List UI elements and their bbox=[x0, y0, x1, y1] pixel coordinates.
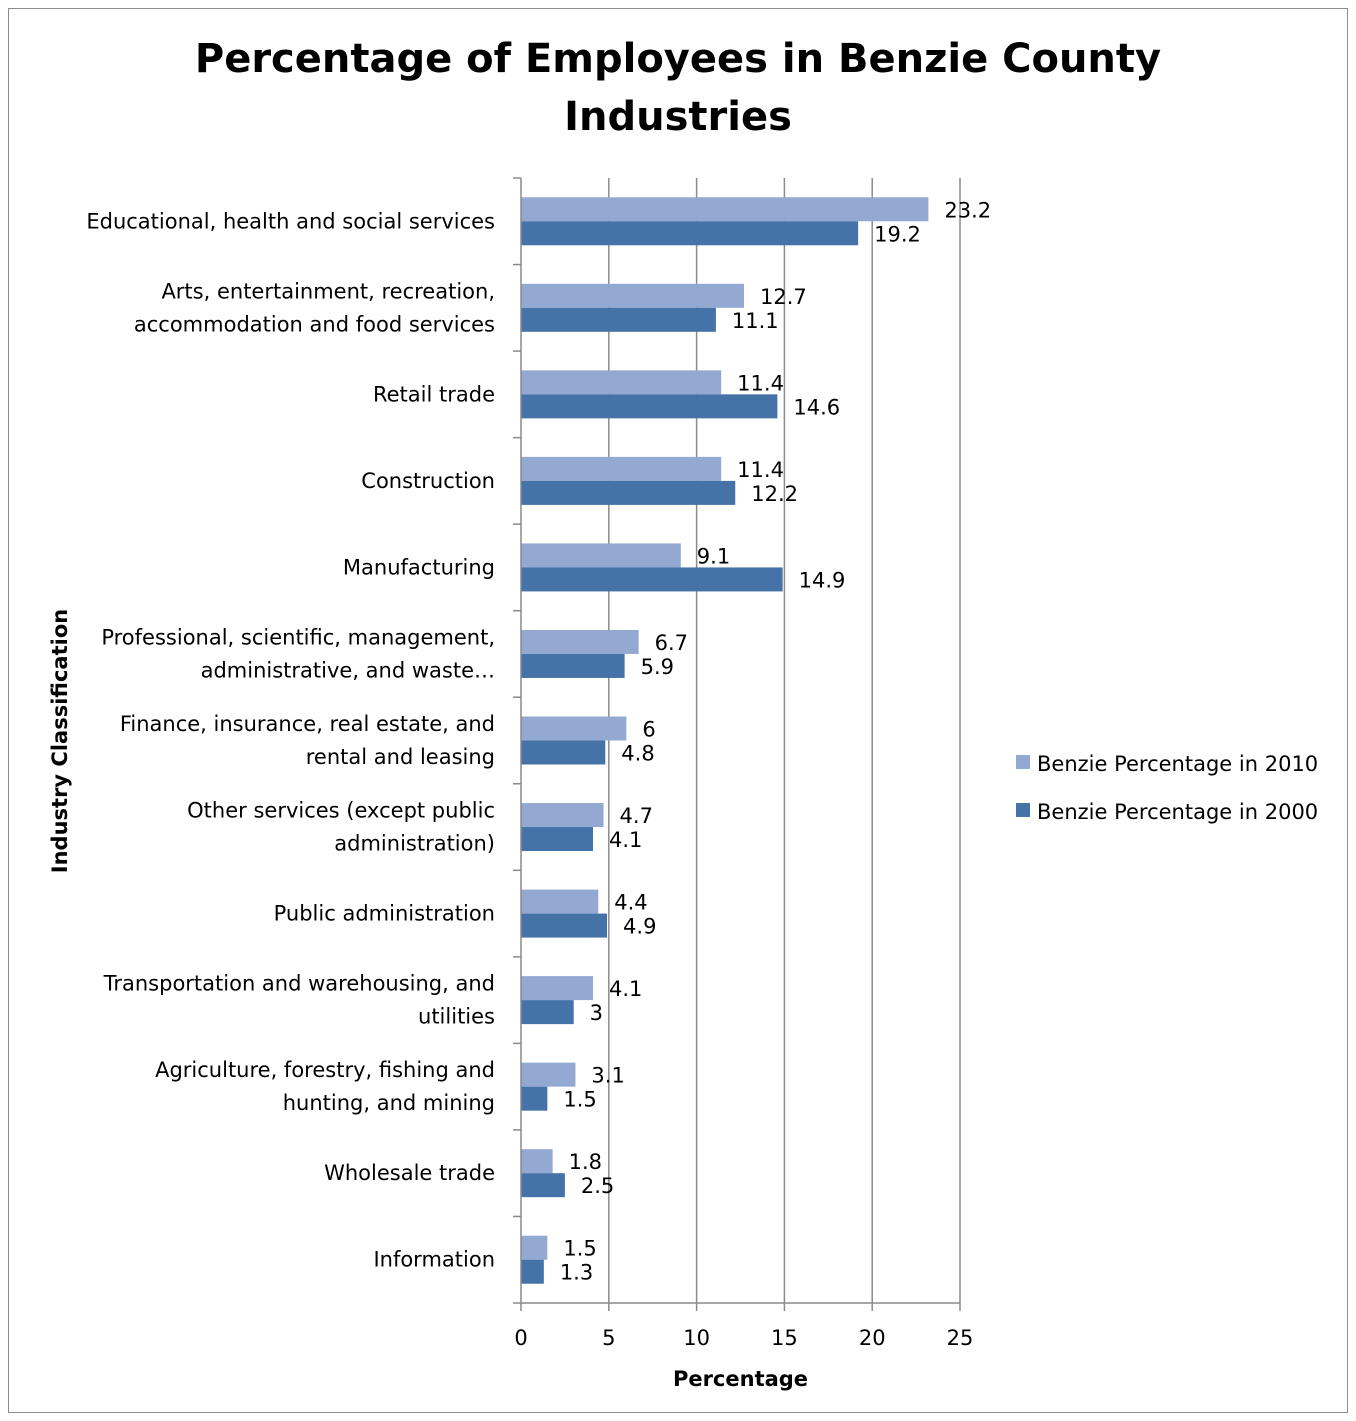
bar-2000 bbox=[521, 827, 593, 852]
x-axis-title: Percentage bbox=[673, 1367, 808, 1391]
bar-2000 bbox=[521, 653, 625, 678]
data-label: 6.7 bbox=[655, 631, 688, 655]
bar-2010 bbox=[521, 456, 722, 481]
category-label: Information bbox=[373, 1248, 495, 1272]
data-label: 4.1 bbox=[609, 977, 642, 1001]
category-label: rental and leasing bbox=[306, 745, 495, 769]
bar-2000 bbox=[521, 1259, 544, 1284]
category-label: hunting, and mining bbox=[283, 1091, 495, 1115]
bar-2000 bbox=[521, 1000, 574, 1025]
data-label: 1.5 bbox=[563, 1237, 596, 1261]
bar-2010 bbox=[521, 370, 722, 395]
data-label: 11.1 bbox=[732, 309, 779, 333]
category-label: utilities bbox=[418, 1005, 495, 1029]
data-label: 14.6 bbox=[793, 395, 840, 419]
bar-2010 bbox=[521, 803, 604, 828]
data-label: 4.4 bbox=[614, 891, 647, 915]
bar-2000 bbox=[521, 394, 778, 419]
legend-swatch-2010 bbox=[1016, 755, 1030, 769]
x-tick-label: 5 bbox=[602, 1326, 615, 1350]
x-tick-label: 20 bbox=[859, 1326, 886, 1350]
gridlines bbox=[608, 178, 961, 1303]
bar-2000 bbox=[521, 740, 606, 765]
bar-2010 bbox=[521, 889, 599, 914]
category-label: administration) bbox=[334, 832, 495, 856]
data-label: 14.9 bbox=[799, 568, 846, 592]
x-tick-labels: 0 5 10 15 20 25 bbox=[514, 1326, 973, 1350]
x-tick-label: 15 bbox=[771, 1326, 798, 1350]
bar-2010 bbox=[521, 1235, 548, 1260]
category-label: Retail trade bbox=[373, 382, 495, 406]
data-label: 1.5 bbox=[563, 1088, 596, 1112]
category-label: Finance, insurance, real estate, and bbox=[120, 712, 495, 736]
bars bbox=[521, 197, 929, 1284]
data-label: 4.1 bbox=[609, 828, 642, 852]
category-label: Public administration bbox=[274, 902, 495, 926]
data-label: 2.5 bbox=[581, 1174, 614, 1198]
data-label: 3 bbox=[590, 1001, 603, 1025]
data-label: 23.2 bbox=[944, 198, 991, 222]
bar-2010 bbox=[521, 1149, 553, 1174]
category-label: Transportation and warehousing, and bbox=[103, 972, 495, 996]
bar-2000 bbox=[521, 221, 859, 246]
data-label: 3.1 bbox=[591, 1064, 624, 1088]
y-axis-title: Industry Classification bbox=[48, 609, 72, 873]
value-labels: 23.219.212.711.111.414.611.412.29.114.96… bbox=[560, 198, 991, 1284]
legend-swatch-2000 bbox=[1016, 803, 1030, 817]
data-label: 6 bbox=[642, 718, 655, 742]
category-label: Wholesale trade bbox=[324, 1161, 495, 1185]
bar-2000 bbox=[521, 307, 716, 332]
bar-2010 bbox=[521, 629, 639, 654]
category-labels: Educational, health and social services A… bbox=[86, 209, 495, 1271]
category-label: Other services (except public bbox=[187, 799, 495, 823]
bar-2000 bbox=[521, 1173, 565, 1198]
chart-title-line-2: Industries bbox=[564, 94, 792, 140]
category-label: Manufacturing bbox=[343, 555, 495, 579]
bar-2000 bbox=[521, 567, 783, 592]
legend-label: Benzie Percentage in 2000 bbox=[1037, 800, 1318, 824]
bar-2010 bbox=[521, 716, 627, 741]
category-label: Educational, health and social services bbox=[86, 209, 495, 233]
data-label: 5.9 bbox=[641, 655, 674, 679]
x-tick-label: 25 bbox=[947, 1326, 974, 1350]
data-label: 1.8 bbox=[569, 1150, 602, 1174]
category-label: administrative, and waste… bbox=[201, 658, 495, 682]
bar-2010 bbox=[521, 543, 681, 568]
legend-label: Benzie Percentage in 2010 bbox=[1037, 752, 1318, 776]
data-label: 12.2 bbox=[751, 482, 798, 506]
data-label: 11.4 bbox=[737, 371, 784, 395]
data-label: 1.3 bbox=[560, 1261, 593, 1285]
category-label: Professional, scientific, management, bbox=[101, 625, 495, 649]
data-label: 19.2 bbox=[874, 222, 921, 246]
data-label: 4.8 bbox=[621, 742, 654, 766]
bar-2000 bbox=[521, 1086, 548, 1111]
category-label: Arts, entertainment, recreation, bbox=[161, 279, 495, 303]
legend: Benzie Percentage in 2010 Benzie Percenta… bbox=[1016, 752, 1318, 824]
category-label: Agriculture, forestry, fishing and bbox=[155, 1058, 495, 1082]
axes bbox=[513, 177, 961, 1311]
data-label: 12.7 bbox=[760, 285, 807, 309]
bar-2010 bbox=[521, 1062, 576, 1087]
category-label: accommodation and food services bbox=[134, 312, 495, 336]
data-label: 4.9 bbox=[623, 915, 656, 939]
chart-title-line-1: Percentage of Employees in Benzie County bbox=[194, 36, 1162, 82]
data-label: 4.7 bbox=[620, 804, 653, 828]
bar-2000 bbox=[521, 480, 736, 505]
x-tick-label: 10 bbox=[683, 1326, 710, 1350]
chart-title: Percentage of Employees in Benzie County… bbox=[0, 30, 1356, 146]
bar-2010 bbox=[521, 197, 929, 222]
bar-2010 bbox=[521, 976, 593, 1001]
bar-2010 bbox=[521, 283, 745, 308]
category-label: Construction bbox=[361, 469, 495, 493]
bar-2000 bbox=[521, 913, 608, 938]
data-label: 11.4 bbox=[737, 458, 784, 482]
x-tick-label: 0 bbox=[514, 1326, 527, 1350]
data-label: 9.1 bbox=[697, 544, 730, 568]
